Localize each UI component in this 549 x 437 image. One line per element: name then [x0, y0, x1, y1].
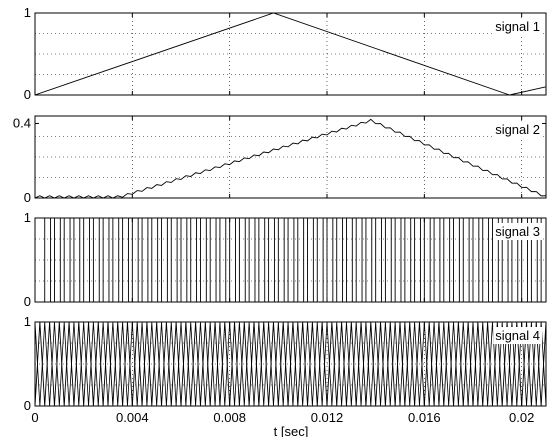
y-tick-label: 1 [24, 314, 31, 329]
x-tick-label: 0.016 [408, 410, 441, 425]
x-tick-label: 0.02 [509, 410, 534, 425]
x-tick-label: 0.012 [311, 410, 344, 425]
signal-4-trace [35, 321, 546, 407]
y-tick-label: 0.4 [13, 115, 31, 130]
y-tick-label: 0 [24, 87, 31, 102]
signal-label: signal 1 [495, 19, 540, 34]
signal-label-backing [493, 327, 542, 344]
x-tick-label: 0.004 [116, 410, 149, 425]
signal-label: signal 3 [495, 224, 540, 239]
y-tick-label: 1 [24, 5, 31, 20]
y-tick-label: 0 [24, 294, 31, 309]
x-tick-label: 0 [31, 410, 38, 425]
y-tick-label: 0 [24, 190, 31, 205]
shared-x-axis: t [sec] 0 0.004 0.008 0.012 0.016 0.02 [31, 410, 534, 437]
panel-1: 0 1 signal 1 [24, 5, 547, 102]
x-axis-title: t [sec] [274, 424, 309, 437]
signal-label: signal 4 [495, 328, 540, 343]
panel-3: 0 1 signal 3 [24, 210, 547, 309]
signal-label-backing [493, 18, 542, 35]
panels-layer: 0 1 signal 1 0 0.4 signal 2 0 1 signal 3 0 1 signal… [13, 5, 547, 413]
x-tick-label: 0.008 [213, 410, 246, 425]
y-tick-label: 0 [24, 398, 31, 413]
y-tick-label: 1 [24, 210, 31, 225]
signal-1-trace [35, 12, 546, 96]
signal-3-trace [35, 217, 546, 303]
signal-label: signal 2 [495, 122, 540, 137]
panel-2: 0 0.4 signal 2 [13, 115, 547, 205]
signal-2-trace [35, 118, 546, 199]
signal-label-backing [493, 121, 542, 138]
signal-label-backing [493, 223, 542, 240]
panel-4: 0 1 signal 4 [24, 314, 547, 413]
